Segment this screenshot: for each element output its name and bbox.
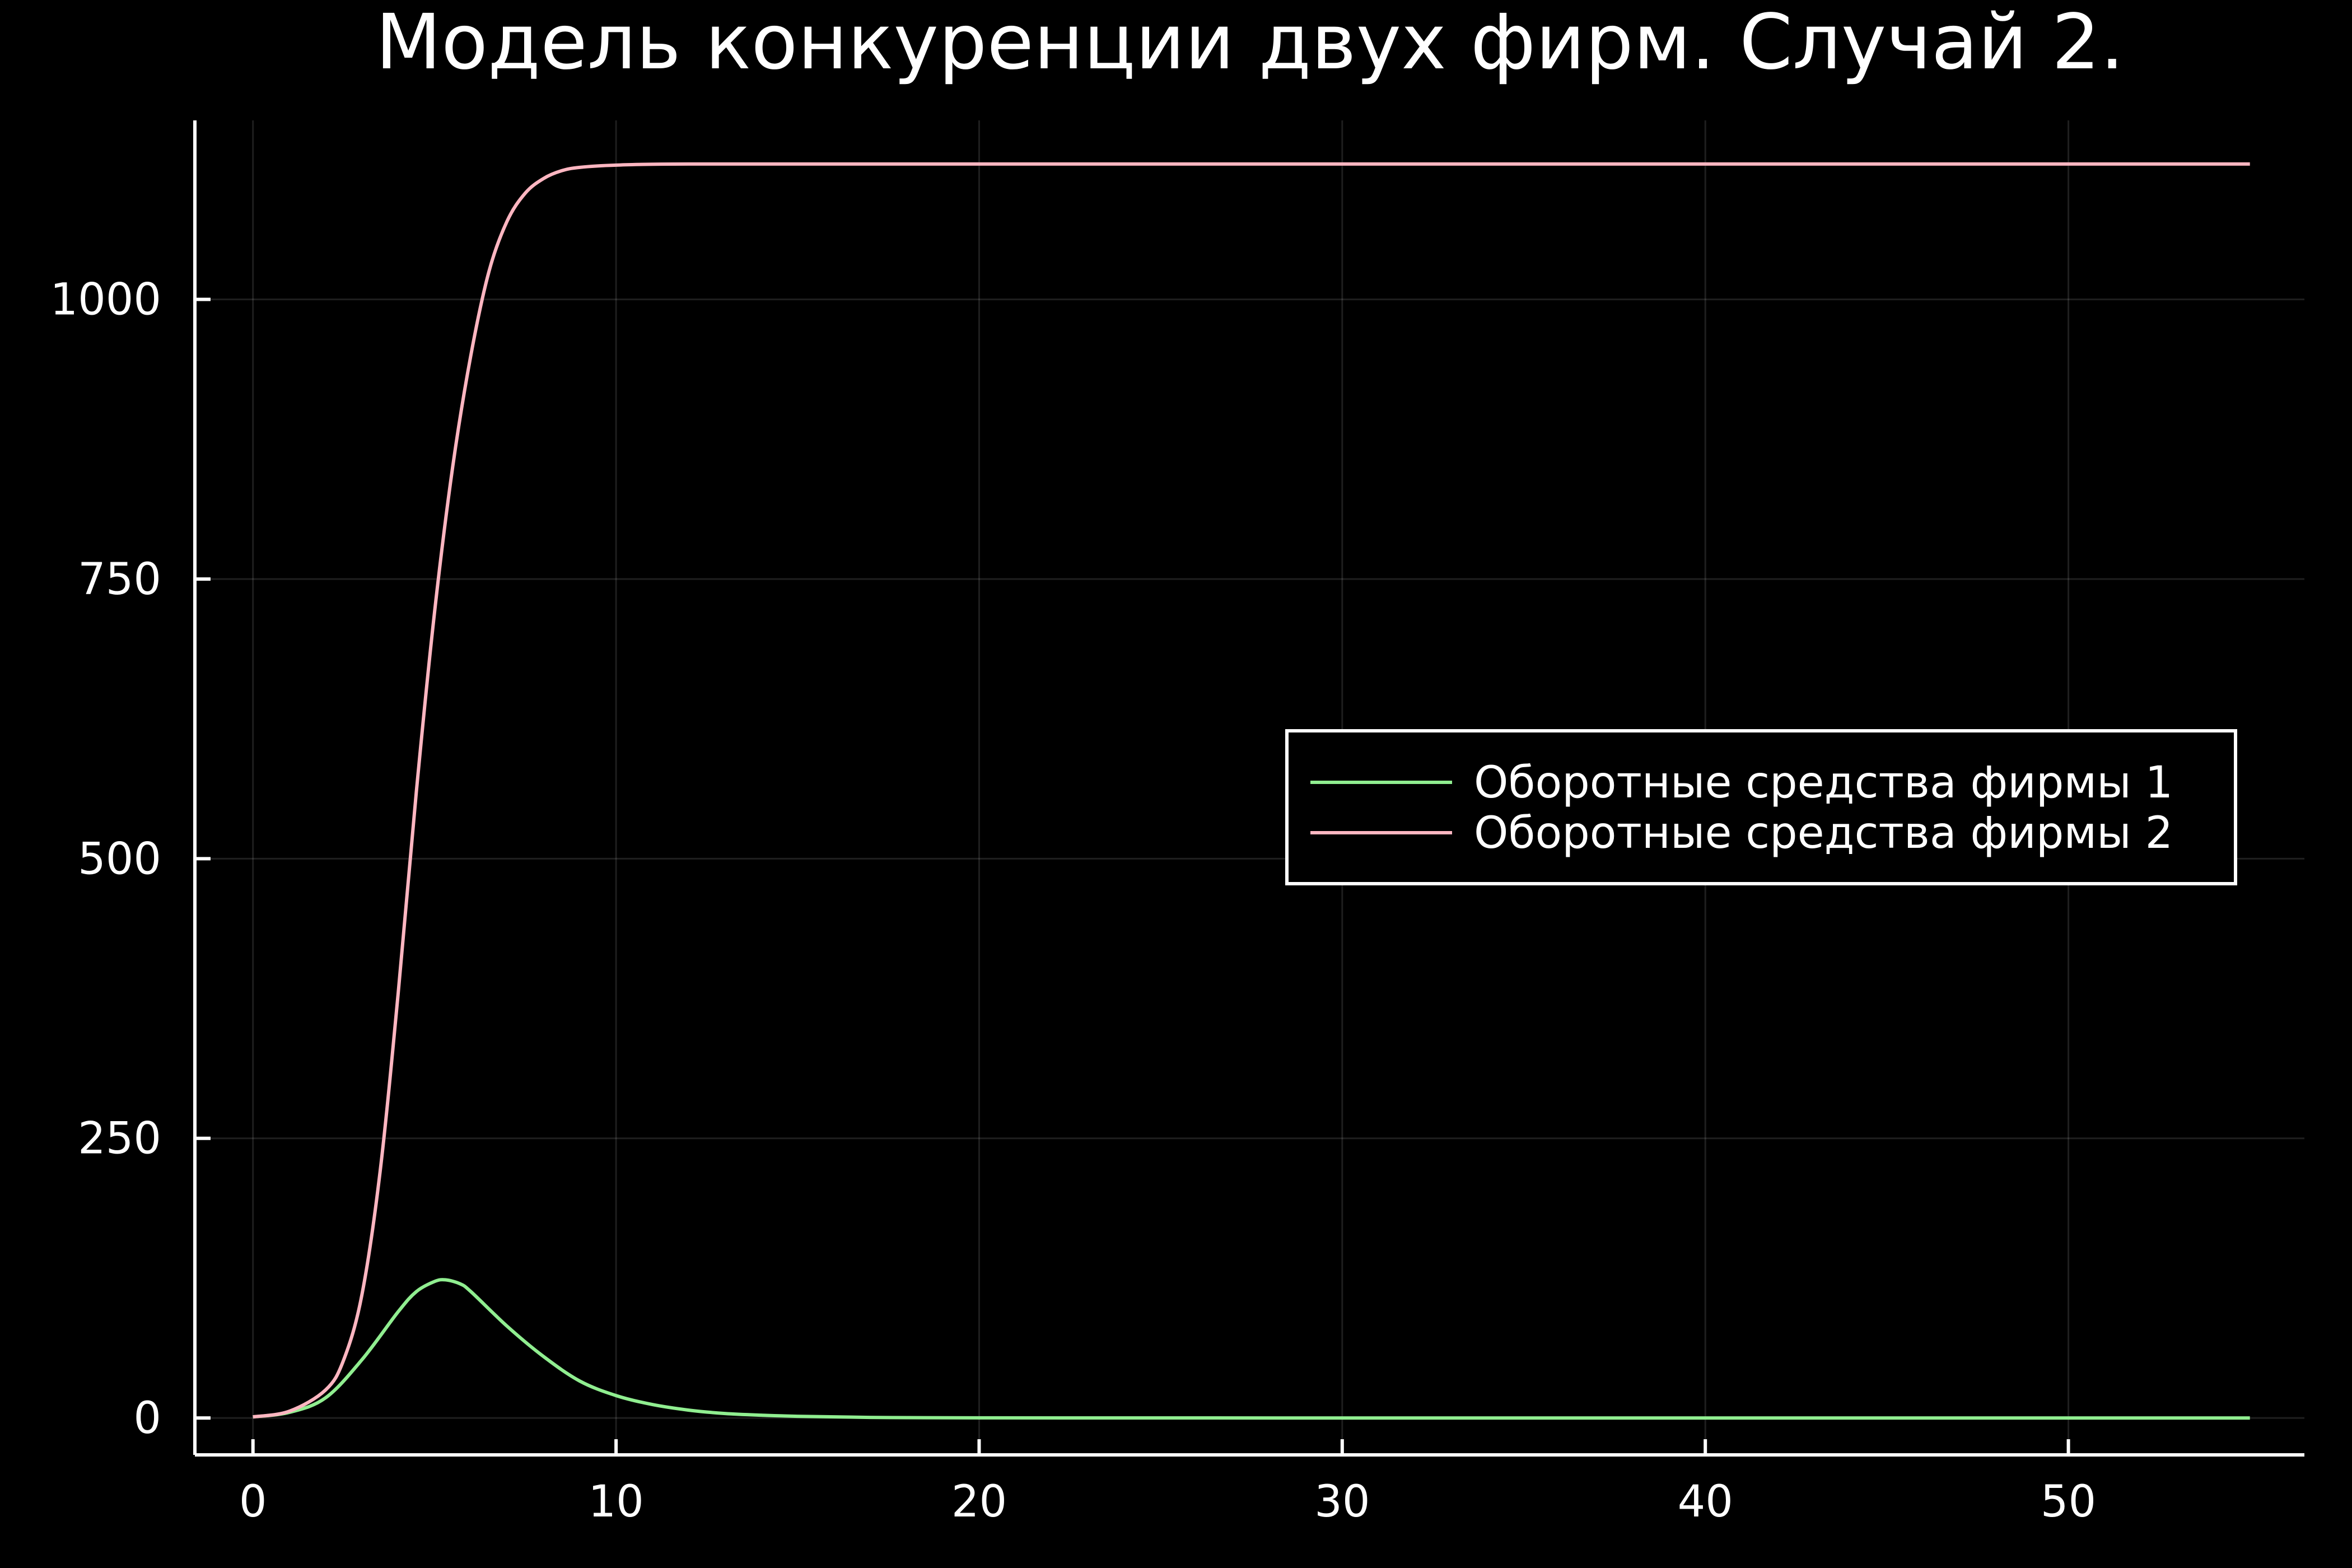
x-tick-label: 40 [1678,1477,1733,1527]
x-tick-label: 30 [1314,1477,1370,1527]
x-tick-label: 10 [588,1477,643,1527]
chart-title: Модель конкуренции двух фирм. Случай 2. [376,0,2125,87]
y-tick-label: 500 [78,834,161,884]
y-tick-label: 250 [78,1114,161,1164]
series-line-1 [253,1278,2250,1420]
x-tick-label: 50 [2041,1477,2096,1527]
legend-box [1285,729,2237,885]
legend-label-2: Оборотные средства фирмы 2 [1474,808,2173,858]
x-tick-label: 20 [951,1477,1007,1527]
series-lines [253,162,2250,1420]
y-tick-label: 0 [133,1393,161,1444]
series-line-2 [253,162,2250,1419]
axes [193,120,2304,1457]
legend-label-1: Оборотные средства фирмы 1 [1474,758,2173,808]
y-tick-label: 750 [78,554,161,605]
grid [195,120,2304,1455]
x-tick-label: 0 [239,1477,267,1527]
y-tick-label: 1000 [50,275,161,325]
